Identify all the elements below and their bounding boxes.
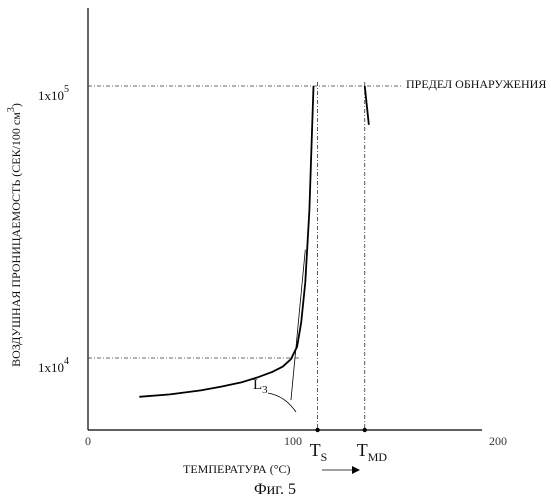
- marker-label-name: T: [310, 440, 321, 460]
- y-tick-exp: 4: [64, 356, 69, 367]
- y-axis-title: ВОЗДУШНАЯ ПРОНИЦАЕМОСТЬ (СЕК/100 см3): [6, 103, 23, 367]
- y-tick-label-1: 1x105: [38, 84, 69, 103]
- detection-limit-label: ПРЕДЕЛ ОБНАРУЖЕНИЯ: [406, 77, 546, 91]
- x-tick-label-2: 200: [489, 434, 507, 448]
- x-axis-title: ТЕМПЕРАТУРА (°C): [183, 462, 291, 476]
- y-tick-base: 1x10: [38, 88, 64, 103]
- y-tick-labels: 1x1041x105: [38, 84, 69, 375]
- marker-label-name: T: [357, 440, 368, 460]
- y-axis-title-main: ВОЗДУШНАЯ ПРОНИЦАЕМОСТЬ (СЕК/100 см: [9, 112, 23, 367]
- marker-label-sub: S: [321, 450, 328, 464]
- marker-dot-1: [363, 428, 367, 432]
- tangent-line: [291, 250, 305, 400]
- curve-label-leader: [268, 393, 296, 412]
- curve-label-name: L: [253, 377, 262, 393]
- marker-label-sub: MD: [368, 450, 388, 464]
- marker-dot-0: [315, 428, 319, 432]
- y-axis-title-tail: ): [9, 103, 23, 107]
- x-axis-arrow-head: [352, 466, 360, 474]
- marker-label-1: TMD: [357, 440, 388, 464]
- x-tick-label-1: 100: [284, 434, 302, 448]
- guide-lines: [88, 82, 402, 430]
- curve-label: L3: [253, 377, 268, 396]
- x-tick-label-0: 0: [85, 434, 91, 448]
- figure-caption: Фиг. 5: [254, 481, 296, 498]
- y-tick-exp: 5: [64, 84, 69, 95]
- curve-l3: [139, 86, 313, 397]
- y-tick-label-0: 1x104: [38, 356, 69, 375]
- curve-label-sub: 3: [262, 384, 268, 396]
- marker-labels: TSTMD: [310, 440, 388, 464]
- y-tick-base: 1x10: [38, 360, 64, 375]
- post-peak-line: [365, 86, 369, 125]
- marker-label-0: TS: [310, 440, 328, 464]
- x-tick-labels: 0 100 200: [85, 434, 507, 448]
